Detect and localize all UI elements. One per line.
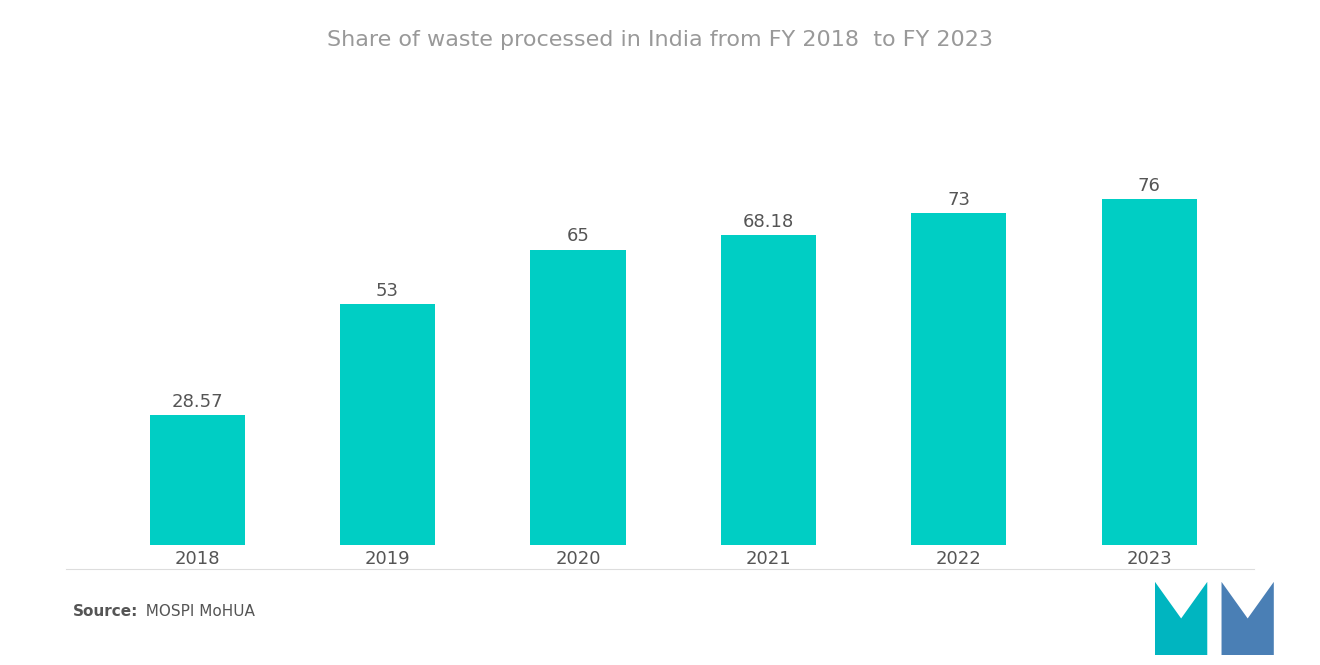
Text: 53: 53 — [376, 281, 399, 300]
Text: 76: 76 — [1138, 177, 1160, 195]
Bar — [531, 249, 626, 545]
Bar — [911, 213, 1006, 545]
Text: Share of waste processed in India from FY 2018  to FY 2023: Share of waste processed in India from F… — [327, 30, 993, 50]
Bar — [1102, 200, 1197, 545]
Text: 68.18: 68.18 — [743, 213, 795, 231]
Text: Source:: Source: — [73, 604, 139, 619]
Text: MOSPI MoHUA: MOSPI MoHUA — [136, 604, 255, 619]
Text: 73: 73 — [948, 191, 970, 209]
Bar — [721, 235, 816, 545]
Text: 65: 65 — [566, 227, 590, 245]
Bar — [341, 304, 436, 545]
Bar — [149, 416, 244, 545]
Text: 28.57: 28.57 — [172, 393, 223, 411]
